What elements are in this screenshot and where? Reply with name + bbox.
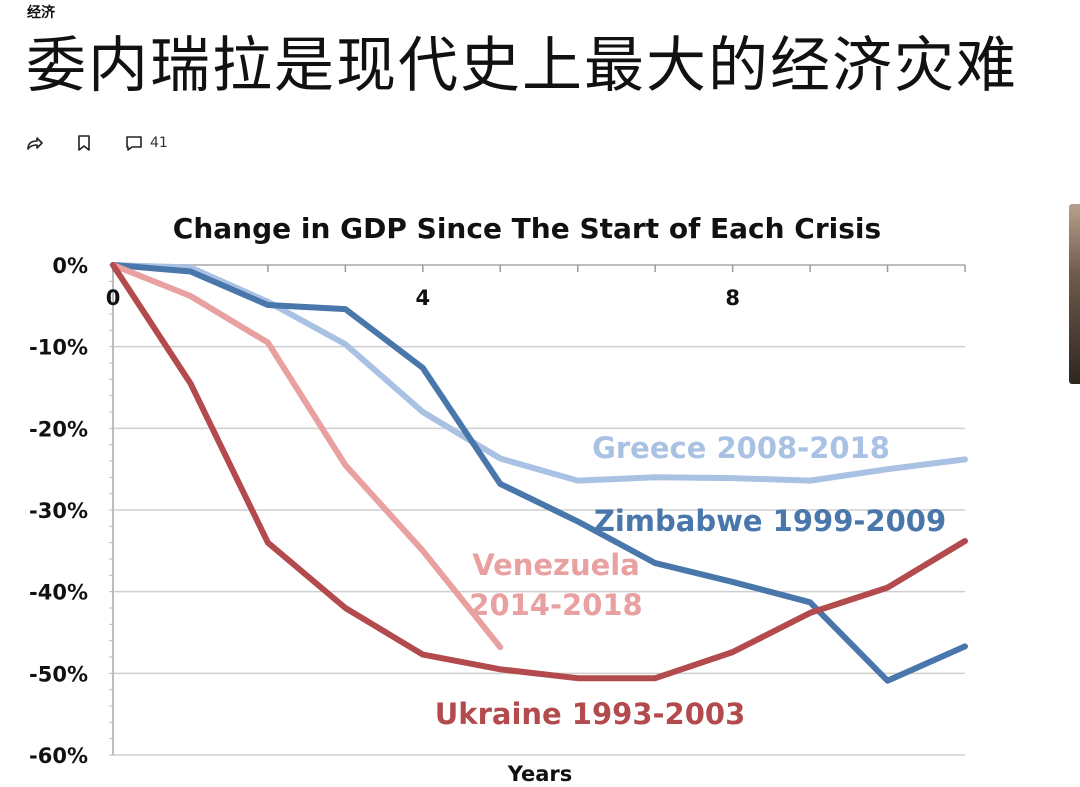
- comment-count: 41: [150, 135, 168, 151]
- y-tick-label: -30%: [29, 499, 88, 523]
- x-tick-label: 0: [106, 286, 121, 310]
- chart-title: Change in GDP Since The Start of Each Cr…: [173, 212, 881, 245]
- series-line-zimbabwe: [110, 262, 968, 684]
- article-actions: 41: [24, 132, 198, 154]
- share-icon: [27, 137, 43, 150]
- comments-button[interactable]: 41: [124, 133, 168, 153]
- chart-axes: [109, 264, 966, 756]
- series-label-zimbabwe: Zimbabwe 1999-2009: [594, 504, 946, 538]
- y-tick-label: -60%: [29, 744, 88, 768]
- x-tick-label: 4: [416, 286, 431, 310]
- series-line-venezuela: [110, 262, 504, 651]
- series-label-ukraine: Ukraine 1993-2003: [435, 697, 746, 731]
- article-title: 委内瑞拉是现代史上最大的经济灾难: [26, 31, 1018, 101]
- gdp-chart: Change in GDP Since The Start of Each Cr…: [29, 212, 968, 786]
- chart-series: [110, 262, 968, 684]
- series-line-greece: [110, 262, 968, 484]
- y-tick-label: -40%: [29, 581, 88, 605]
- series-label-venezuela: 2014-2018: [469, 588, 642, 622]
- series-label-greece: Greece 2008-2018: [592, 431, 890, 465]
- chart-series-labels: Greece 2008-2018 Zimbabwe 1999-2009 Venezu…: [435, 431, 946, 731]
- side-thumbnail[interactable]: [1069, 204, 1080, 384]
- chart-ticks: 0% -10% -20% -30% -40% -50% -60% 0 4 8: [29, 254, 740, 768]
- series-label-venezuela: Venezuela: [472, 548, 640, 582]
- share-button[interactable]: [24, 133, 44, 153]
- article-category[interactable]: 经济: [27, 5, 55, 21]
- y-tick-label: 0%: [52, 254, 88, 278]
- x-axis-label: Years: [507, 762, 573, 786]
- bookmark-button[interactable]: [74, 133, 94, 153]
- y-tick-label: -20%: [29, 417, 88, 441]
- comment-icon: [126, 136, 142, 151]
- y-tick-label: -50%: [29, 662, 88, 686]
- x-tick-label: 8: [725, 286, 740, 310]
- y-tick-label: -10%: [29, 336, 88, 360]
- series-line-ukraine: [110, 262, 968, 682]
- bookmark-icon: [78, 135, 90, 151]
